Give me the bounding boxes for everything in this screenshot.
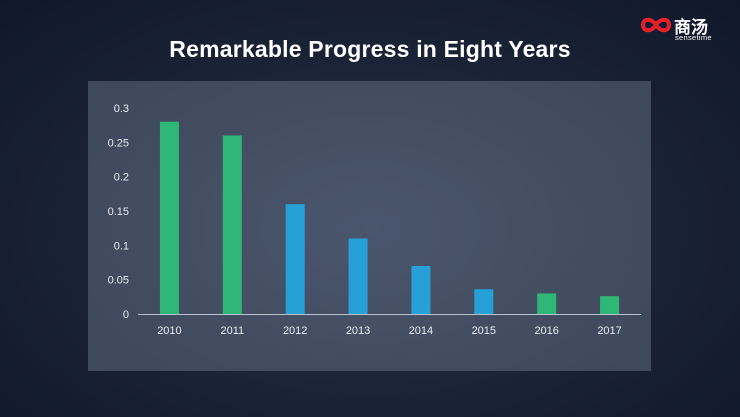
bar-2010 — [159, 121, 179, 314]
bar-2017 — [600, 296, 620, 314]
bar-chart: 0 0.05 0.1 0.15 0.2 0.25 0.3 2010 2011 2012 2013 20… — [108, 103, 641, 337]
y-tick-label: 0.15 — [108, 206, 129, 218]
x-tick-label: 2015 — [472, 325, 496, 337]
bar-2014 — [411, 265, 431, 314]
x-tick-label: 2016 — [534, 325, 558, 337]
x-tick-label: 2010 — [157, 325, 181, 337]
y-tick-label: 0.1 — [114, 240, 129, 252]
sensetime-logo: 商汤 sensetime — [640, 12, 732, 44]
y-tick-label: 0.2 — [114, 172, 129, 184]
bar-2011 — [222, 135, 242, 314]
bar-2015 — [474, 289, 494, 314]
x-tick-label: 2011 — [220, 325, 244, 337]
y-tick-label: 0 — [123, 309, 129, 321]
x-tick-label: 2013 — [346, 325, 370, 337]
y-tick-label: 0.3 — [114, 103, 129, 115]
y-tick-label: 0.25 — [108, 137, 129, 149]
logo-text-cn: 商汤 — [674, 18, 708, 38]
y-tick-label: 0.05 — [108, 275, 129, 287]
x-tick-label: 2012 — [283, 325, 307, 337]
bar-2016 — [537, 293, 557, 314]
bar-2013 — [348, 238, 368, 314]
page-title: Remarkable Progress in Eight Years — [169, 36, 571, 62]
logo-text-en: sensetime — [675, 33, 712, 42]
bar-2012 — [285, 204, 305, 314]
x-tick-label: 2014 — [409, 325, 433, 337]
infinity-logo-icon — [641, 17, 671, 33]
x-tick-label: 2017 — [597, 325, 621, 337]
chart-panel: 0 0.05 0.1 0.15 0.2 0.25 0.3 2010 2011 2012 2013 20… — [88, 81, 651, 371]
